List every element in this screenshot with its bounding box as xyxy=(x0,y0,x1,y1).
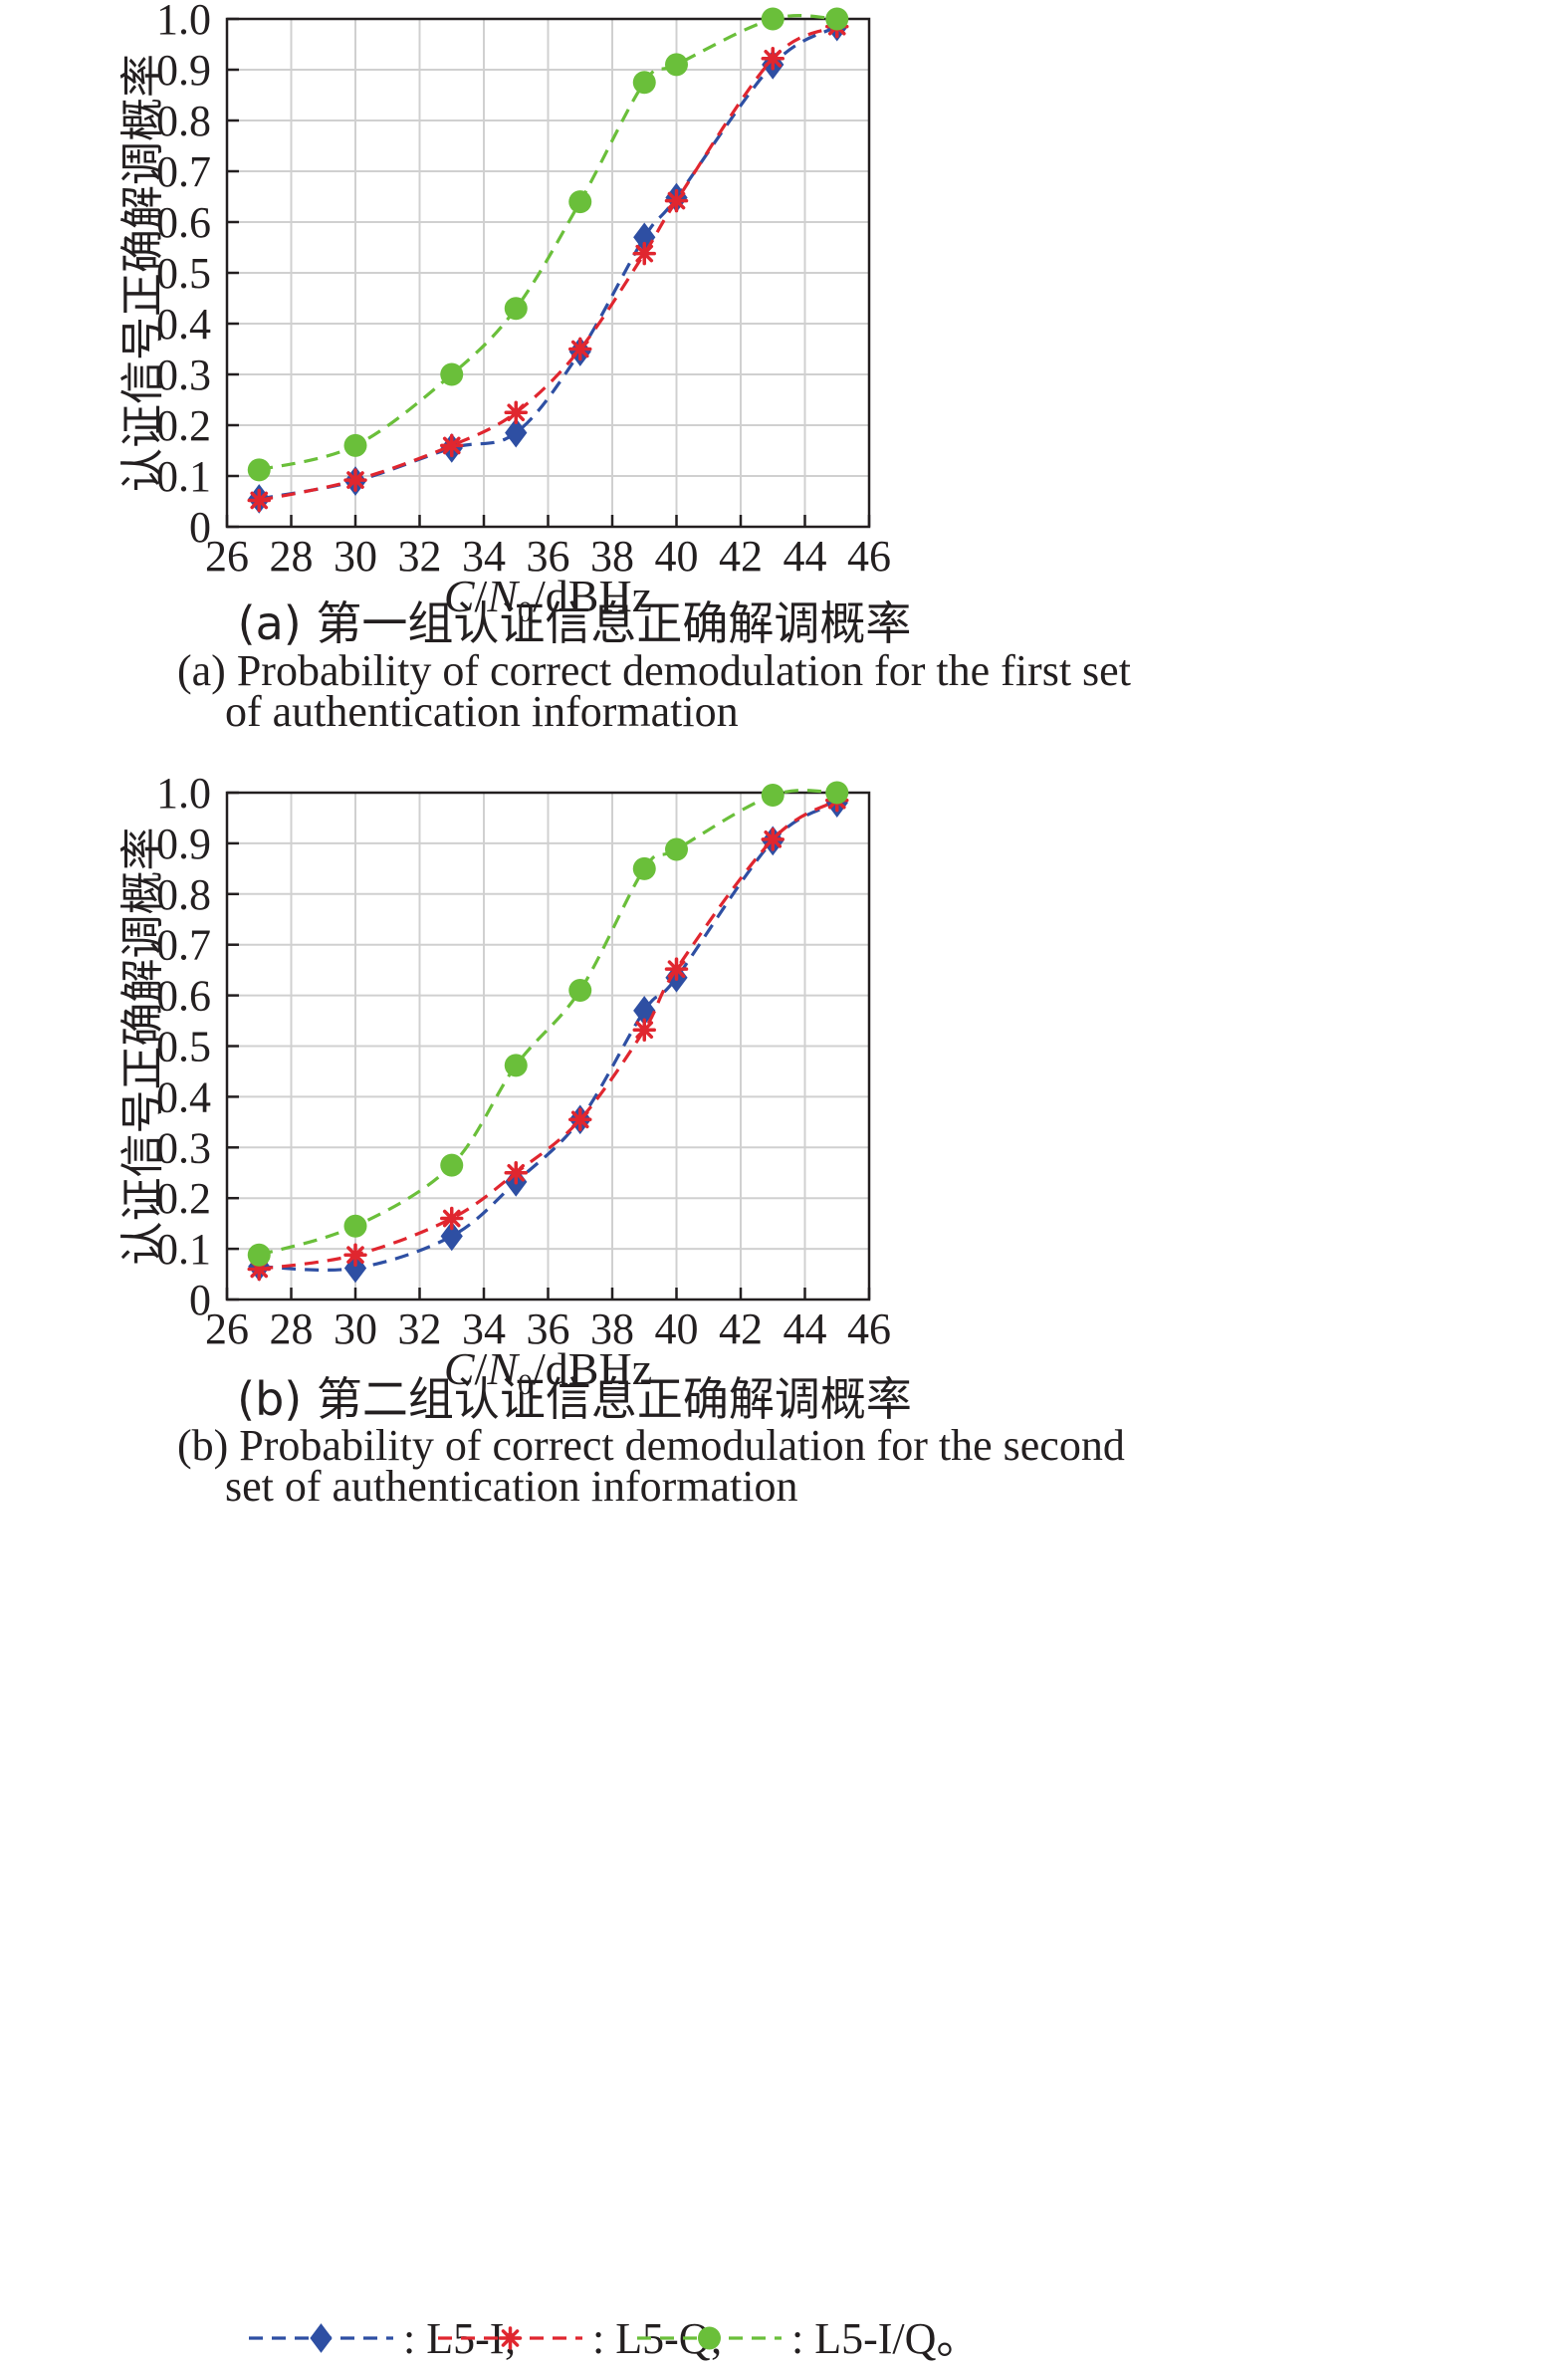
legend-marker-l5-q xyxy=(498,2326,523,2350)
data-point-a-l5-q-0 xyxy=(247,488,271,513)
y-tick-label-b-5: 0.5 xyxy=(156,1023,211,1071)
y-tick-label-b-8: 0.8 xyxy=(156,870,211,919)
data-point-b-l5-q-1 xyxy=(343,1243,367,1267)
x-tick-label-b-8: 42 xyxy=(719,1304,763,1353)
data-point-b-l5-i-q-0 xyxy=(247,1243,271,1267)
data-point-b-l5-q-5 xyxy=(632,1018,656,1042)
y-tick-label-a-9: 0.9 xyxy=(156,46,211,95)
x-axis-label-b: C/N0/dBHz xyxy=(444,1343,652,1401)
chart-panel-a: 26 28 30 32 34 36 38 40 42 44 4600.10.20.30.40.50.… xyxy=(117,0,1131,736)
y-axis-label-b: 认证信号正确解调概率 xyxy=(117,828,168,1266)
data-point-a-l5-i-q-5 xyxy=(632,71,656,95)
x-tick-label-b-1: 28 xyxy=(270,1304,314,1353)
data-point-b-l5-i-q-7 xyxy=(761,784,784,808)
data-point-a-l5-q-2 xyxy=(440,433,464,458)
y-tick-label-b-0: 0 xyxy=(189,1276,211,1324)
y-tick-label-a-3: 0.3 xyxy=(156,351,211,399)
legend: : L5-I;: L5-Q;: L5-I/Q。 xyxy=(249,2314,980,2363)
data-point-a-l5-i-q-6 xyxy=(665,53,688,77)
x-tick-label-b-10: 46 xyxy=(847,1304,891,1353)
data-point-b-l5-i-q-4 xyxy=(568,979,592,1003)
y-tick-label-b-6: 0.6 xyxy=(156,972,211,1021)
data-point-a-l5-i-q-1 xyxy=(343,433,367,457)
data-point-a-l5-i-q-2 xyxy=(440,362,464,386)
y-tick-label-a-1: 0.1 xyxy=(156,452,211,501)
data-point-a-l5-i-q-4 xyxy=(568,190,592,214)
caption-zh-a: (a) 第一组认证信息正确解调概率 xyxy=(238,596,912,650)
data-point-a-l5-q-6 xyxy=(664,188,689,213)
data-point-b-l5-i-q-5 xyxy=(632,856,656,880)
legend-label-l5-i-q: : L5-I/Q。 xyxy=(791,2314,980,2363)
data-point-a-l5-q-4 xyxy=(568,337,592,361)
data-point-a-l5-q-3 xyxy=(504,400,528,424)
data-point-b-l5-i-q-8 xyxy=(825,781,849,805)
y-tick-label-a-6: 0.6 xyxy=(156,198,211,247)
x-tick-label-a-2: 30 xyxy=(334,532,377,581)
y-tick-label-b-3: 0.3 xyxy=(156,1123,211,1172)
x-tick-label-b-3: 32 xyxy=(398,1304,442,1353)
x-tick-label-b-9: 44 xyxy=(784,1304,827,1353)
y-tick-label-a-4: 0.4 xyxy=(156,300,211,349)
caption-en-line1-b: (b) Probability of correct demodulation … xyxy=(177,1421,1125,1470)
chart-panel-b: 26 28 30 32 34 36 38 40 42 44 4600.10.20.30.40.50.… xyxy=(117,769,1125,1511)
data-point-a-l5-q-1 xyxy=(343,468,367,492)
data-point-a-l5-i-q-0 xyxy=(247,458,271,482)
x-tick-label-a-1: 28 xyxy=(270,532,314,581)
legend-marker-l5-i xyxy=(310,2323,333,2353)
x-tick-label-b-7: 40 xyxy=(655,1304,699,1353)
series-line-b-l5-q xyxy=(259,799,838,1272)
x-tick-label-a-5: 36 xyxy=(527,532,570,581)
data-point-b-l5-q-4 xyxy=(568,1107,592,1132)
caption-en-line2-a: of authentication information xyxy=(225,687,739,736)
x-tick-label-b-4: 34 xyxy=(462,1304,506,1353)
caption-zh-b: (b) 第二组认证信息正确解调概率 xyxy=(237,1372,912,1426)
data-point-a-l5-i-3 xyxy=(505,417,528,448)
x-tick-label-b-0: 26 xyxy=(205,1304,249,1353)
y-tick-label-a-7: 0.7 xyxy=(156,147,211,196)
y-tick-label-b-7: 0.7 xyxy=(156,921,211,970)
y-tick-label-b-9: 0.9 xyxy=(156,820,211,868)
y-tick-label-b-10: 1.0 xyxy=(156,769,211,818)
data-point-b-l5-i-q-2 xyxy=(440,1153,464,1177)
data-point-a-l5-i-q-3 xyxy=(504,297,528,321)
x-tick-label-a-7: 40 xyxy=(655,532,699,581)
x-tick-label-a-6: 38 xyxy=(590,532,634,581)
data-point-b-l5-q-6 xyxy=(664,957,689,981)
data-point-a-l5-i-q-7 xyxy=(761,7,784,31)
caption-en-line1-a: (a) Probability of correct demodulation … xyxy=(177,646,1131,695)
y-tick-label-b-2: 0.2 xyxy=(156,1174,211,1223)
data-point-a-l5-i-q-8 xyxy=(825,7,849,31)
data-point-b-l5-i-q-3 xyxy=(504,1054,528,1077)
caption-en-line2-b: set of authentication information xyxy=(225,1462,798,1511)
y-tick-label-b-1: 0.1 xyxy=(156,1225,211,1274)
y-tick-label-a-8: 0.8 xyxy=(156,97,211,145)
y-tick-label-a-2: 0.2 xyxy=(156,401,211,450)
data-point-b-l5-q-7 xyxy=(761,828,784,851)
x-tick-label-a-4: 34 xyxy=(462,532,506,581)
x-tick-label-a-10: 46 xyxy=(847,532,891,581)
x-tick-label-b-6: 38 xyxy=(590,1304,634,1353)
data-point-b-l5-i-q-6 xyxy=(665,837,688,861)
x-axis-label-a: C/N0/dBHz xyxy=(444,571,652,628)
data-point-a-l5-q-5 xyxy=(632,241,656,266)
x-tick-label-b-2: 30 xyxy=(334,1304,377,1353)
y-tick-label-a-10: 1.0 xyxy=(156,0,211,44)
x-tick-label-b-5: 36 xyxy=(527,1304,570,1353)
legend-marker-l5-i-q xyxy=(698,2326,721,2350)
y-axis-label-a: 认证信号正确解调概率 xyxy=(117,54,168,492)
data-point-b-l5-i-2 xyxy=(440,1221,463,1252)
y-tick-label-a-0: 0 xyxy=(189,503,211,552)
x-tick-label-a-3: 32 xyxy=(398,532,442,581)
data-point-a-l5-q-7 xyxy=(761,47,784,71)
data-point-b-l5-q-3 xyxy=(504,1161,528,1185)
y-tick-label-b-4: 0.4 xyxy=(156,1072,211,1121)
y-tick-label-a-5: 0.5 xyxy=(156,249,211,298)
x-tick-label-a-9: 44 xyxy=(784,532,827,581)
data-point-b-l5-q-2 xyxy=(440,1206,464,1231)
x-tick-label-a-0: 26 xyxy=(205,532,249,581)
x-tick-label-a-8: 42 xyxy=(719,532,763,581)
data-point-b-l5-i-q-1 xyxy=(343,1214,367,1238)
